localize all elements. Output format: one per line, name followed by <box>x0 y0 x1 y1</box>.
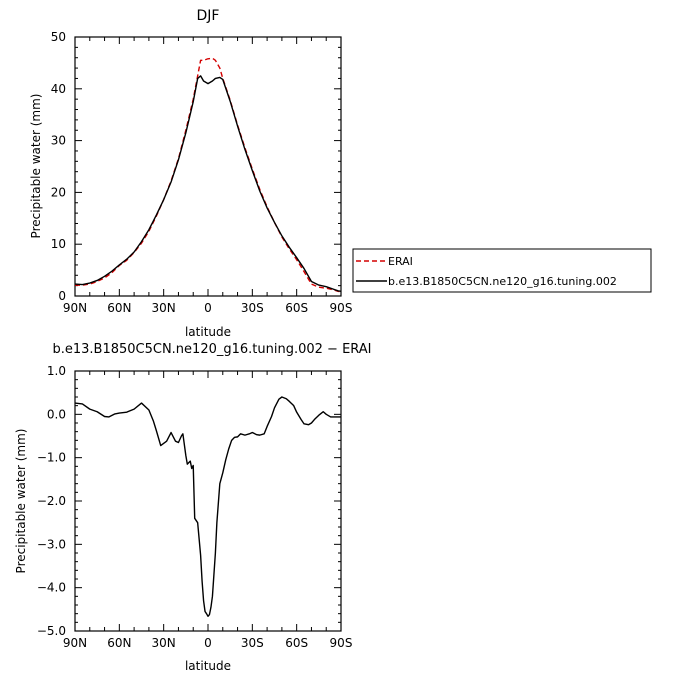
y-tick-label: 20 <box>51 185 66 199</box>
legend-box <box>352 248 652 293</box>
y-tick-label: 50 <box>51 30 66 44</box>
x-tick-label: 0 <box>204 636 212 650</box>
y-axis-label: Precipitable water (mm) <box>29 94 43 239</box>
series-line-erai <box>75 57 342 293</box>
x-tick-label: 90S <box>330 301 353 315</box>
legend: ERAI b.e13.B1850C5CN.ne120_g16.tuning.00… <box>352 248 652 293</box>
y-tick-label: −1.0 <box>37 451 66 465</box>
y-tick-label: 0 <box>58 289 66 303</box>
legend-label-erai: ERAI <box>388 255 413 268</box>
x-tick-label: 30N <box>152 301 176 315</box>
x-tick-label: 30N <box>152 636 176 650</box>
panel-difference: b.e13.B1850C5CN.ne120_g16.tuning.002 − E… <box>14 342 372 673</box>
plot-frame <box>74 36 342 297</box>
x-tick-label: 60N <box>107 636 131 650</box>
legend-label-model: b.e13.B1850C5CN.ne120_g16.tuning.002 <box>388 275 617 288</box>
x-tick-label: 30S <box>241 301 264 315</box>
series-lines <box>74 396 341 617</box>
y-tick-label: 10 <box>51 237 66 251</box>
y-tick-label: 40 <box>51 82 66 96</box>
y-tick-label: −4.0 <box>37 581 66 595</box>
x-tick-label: 90S <box>330 636 353 650</box>
y-tick-label: 1.0 <box>47 364 66 378</box>
y-tick-label: −5.0 <box>37 624 66 638</box>
series-line-difference <box>74 396 341 617</box>
x-tick-label: 0 <box>204 301 212 315</box>
axis-ticks: 90N 60N 30N 0 30S 60S 90S 1.0 0.0 −1.0 −2.0 −3.0 −4.… <box>37 364 353 650</box>
x-axis-label: latitude <box>185 325 231 339</box>
chart-title: DJF <box>197 8 220 24</box>
chart-title: b.e13.B1850C5CN.ne120_g16.tuning.002 − E… <box>52 342 371 357</box>
x-axis-label: latitude <box>185 659 231 673</box>
x-tick-label: 90N <box>63 301 87 315</box>
plot-frame <box>74 370 342 632</box>
y-tick-label: 30 <box>51 134 66 148</box>
y-tick-label: 0.0 <box>47 407 66 421</box>
x-tick-label: 60S <box>285 636 308 650</box>
panel-djf: DJF 90N 60N 30N 0 30S 60S 90S 0 10 20 30 40 50 latit… <box>29 8 652 339</box>
x-tick-label: 30S <box>241 636 264 650</box>
x-tick-label: 60N <box>107 301 131 315</box>
y-tick-label: −3.0 <box>37 537 66 551</box>
y-axis-label: Precipitable water (mm) <box>14 429 28 574</box>
series-line-model <box>74 75 342 293</box>
series-lines <box>74 57 342 293</box>
x-tick-label: 60S <box>285 301 308 315</box>
x-tick-label: 90N <box>63 636 87 650</box>
axis-ticks: 90N 60N 30N 0 30S 60S 90S 0 10 20 30 40 50 <box>51 30 353 315</box>
y-tick-label: −2.0 <box>37 494 66 508</box>
